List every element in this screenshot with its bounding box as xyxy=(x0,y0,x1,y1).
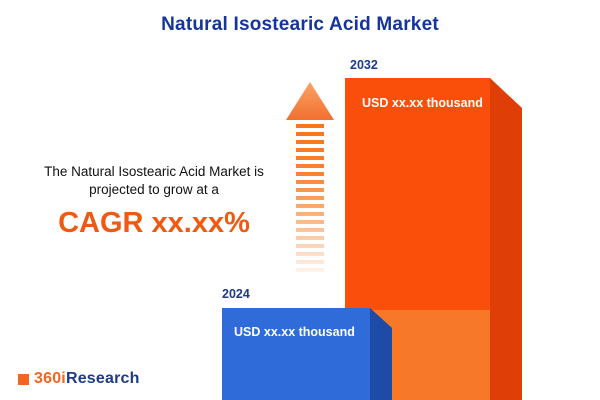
bar-2032-value-label: USD xx.xx thousand xyxy=(362,96,483,110)
logo-text-blue: Research xyxy=(65,370,140,387)
bar-2032-front-face xyxy=(345,78,490,310)
description-line2: projected to grow at a xyxy=(89,182,219,197)
bar-2024-year-label: 2024 xyxy=(222,287,250,301)
bar-2024-side-face xyxy=(370,308,392,400)
brand-logo: 360iResearch xyxy=(18,370,140,388)
bar-2024-front-face xyxy=(222,308,370,400)
description-line1: The Natural Isostearic Acid Market is xyxy=(44,164,264,179)
bar-2024-value-label: USD xx.xx thousand xyxy=(234,325,355,339)
page-title: Natural Isostearic Acid Market xyxy=(161,14,439,35)
up-arrow-icon xyxy=(286,82,334,120)
bar-2032-year-label: 2032 xyxy=(350,58,378,72)
bar-2032-side-face xyxy=(490,78,522,400)
logo-text: 360iResearch xyxy=(34,370,140,388)
growth-arrow-shaft xyxy=(296,116,324,276)
logo-text-orange: 360i xyxy=(34,370,66,387)
logo-square-icon xyxy=(18,373,29,385)
description-block: The Natural Isostearic Acid Market is pr… xyxy=(8,163,300,240)
cagr-value: CAGR xx.xx% xyxy=(58,207,250,239)
